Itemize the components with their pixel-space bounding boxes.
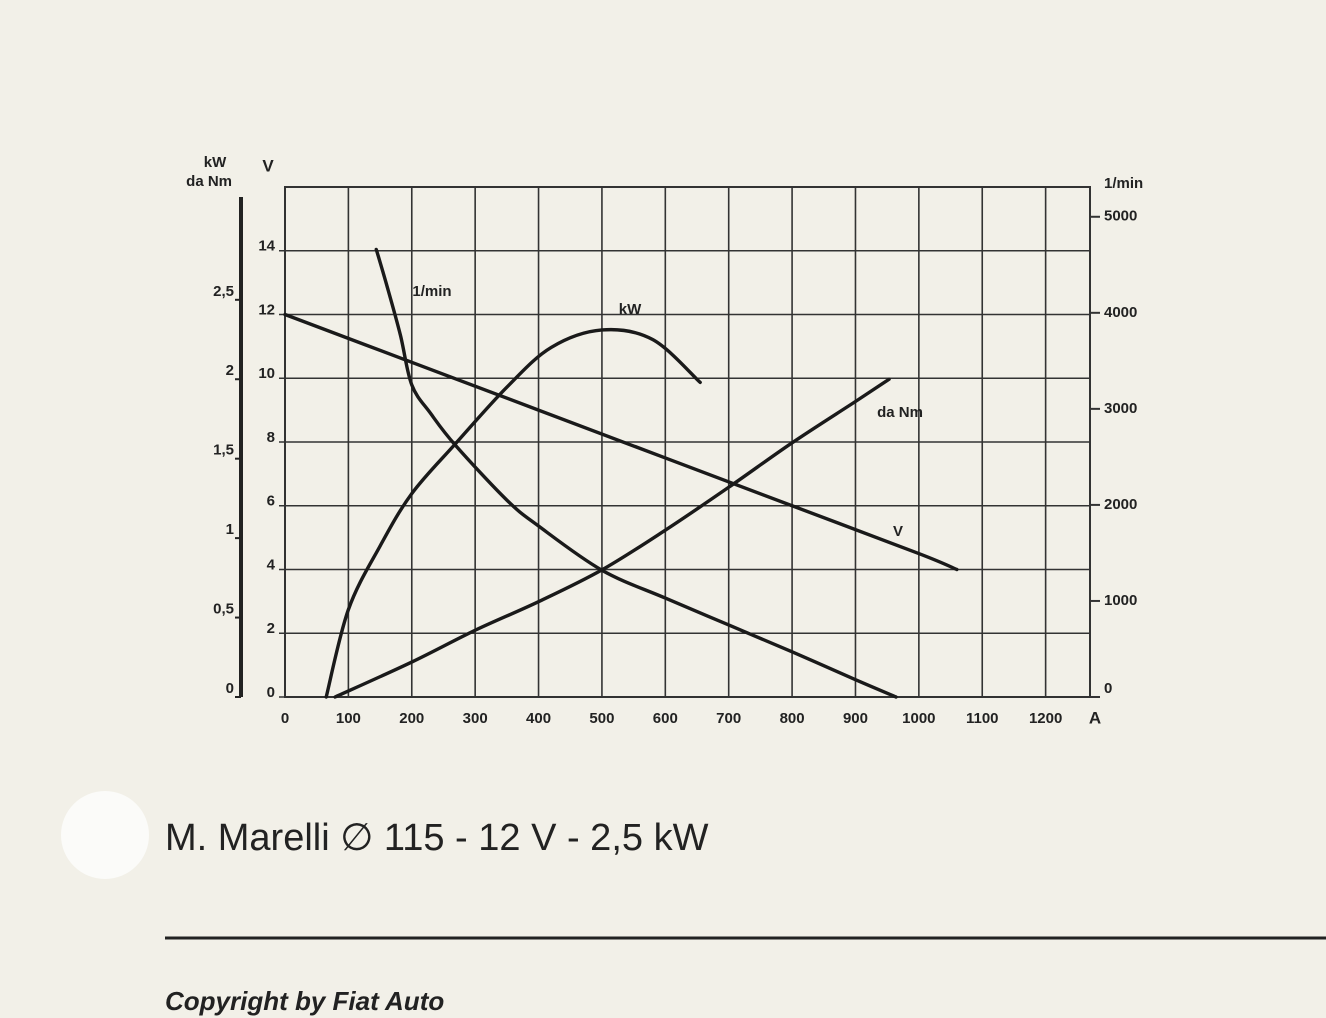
x-axis-title: A: [1089, 708, 1101, 727]
y-tick-label: 14: [258, 238, 275, 255]
y3-tick-label: 1,5: [213, 442, 234, 459]
y3-axis-title: kW: [204, 154, 227, 171]
x-tick-label: 100: [336, 710, 361, 727]
footer: Copyright by Fiat Auto: [165, 986, 444, 1016]
y-tick-label: 10: [258, 365, 275, 382]
y2-tick-label: 0: [1104, 680, 1112, 697]
series-line: [333, 377, 891, 699]
y2-axis-title: 1/min: [1104, 175, 1143, 192]
y-tick-label: 6: [267, 493, 275, 510]
y2-tick-label: 2000: [1104, 496, 1137, 513]
x-tick-label: 500: [589, 710, 614, 727]
y3-tick-label: 0: [226, 680, 234, 697]
x-tick-label: 1200: [1029, 710, 1062, 727]
x-tick-label: 1100: [966, 710, 999, 727]
y2-tick-label: 1000: [1104, 592, 1137, 609]
x-tick-label: 200: [399, 710, 424, 727]
y-tick-label: 0: [267, 684, 275, 701]
series-line: [374, 247, 898, 699]
series-label: 1/min: [412, 283, 451, 300]
series-label: kW: [619, 301, 642, 318]
y3-tick-label: 0,5: [213, 601, 234, 618]
series-line: [283, 312, 959, 572]
x-tick-label: 400: [526, 710, 551, 727]
series-label: da Nm: [877, 404, 923, 421]
punch-hole: [61, 791, 149, 879]
y-tick-label: 8: [267, 429, 275, 446]
y3-tick-label: 2: [226, 362, 234, 379]
series-label: V: [893, 523, 903, 540]
x-tick-label: 0: [281, 710, 289, 727]
y2-tick-label: 4000: [1104, 304, 1137, 321]
y2-tick-label: 5000: [1104, 208, 1137, 225]
y2-tick-label: 3000: [1104, 400, 1137, 417]
y-tick-label: 2: [267, 620, 275, 637]
y-axis-title: V: [262, 156, 274, 175]
chart-title: M. Marelli ∅ 115 - 12 V - 2,5 kW: [165, 817, 709, 859]
x-tick-label: 800: [780, 710, 805, 727]
y-tick-label: 12: [258, 301, 275, 318]
y-tick-label: 4: [267, 556, 276, 573]
x-tick-label: 700: [716, 710, 741, 727]
y3-tick-label: 1: [226, 521, 234, 538]
x-tick-label: 600: [653, 710, 678, 727]
x-tick-label: 900: [843, 710, 868, 727]
x-tick-label: 1000: [902, 710, 935, 727]
y3-tick-label: 2,5: [213, 283, 234, 300]
x-tick-label: 300: [463, 710, 488, 727]
series-line: [324, 327, 702, 699]
y3-axis-title: da Nm: [186, 173, 232, 190]
